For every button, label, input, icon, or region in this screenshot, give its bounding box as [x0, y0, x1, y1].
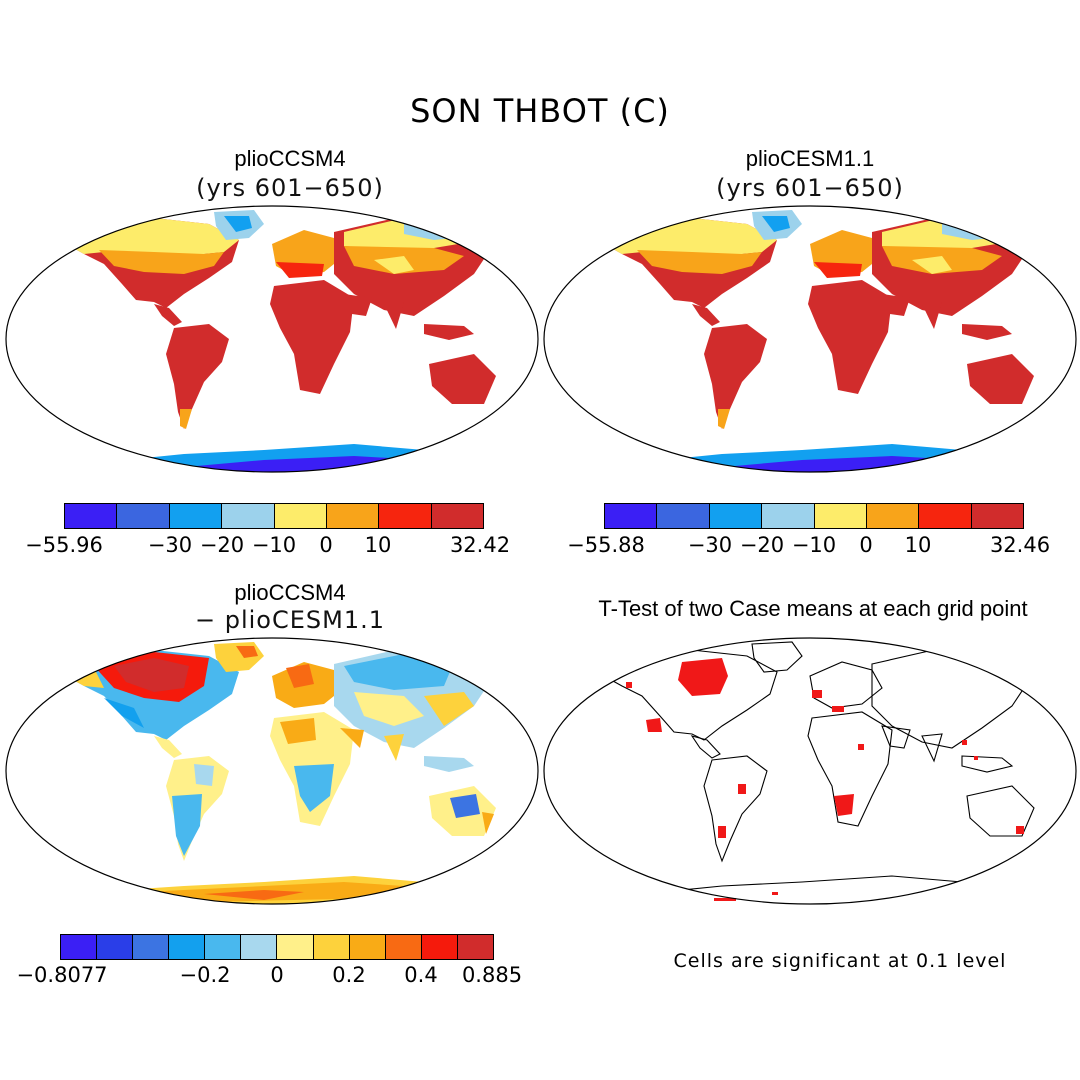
colorbar-diff-cell	[349, 935, 386, 959]
outline-africa	[807, 711, 893, 827]
colorbar-diff-cell	[457, 935, 493, 959]
colorbar-ccsm4-tick: −10	[251, 533, 297, 557]
colorbar-cesm11-cell	[762, 504, 815, 528]
panel-diff-subtitle: − plioCESM1.1	[194, 606, 386, 634]
significant-cells	[626, 658, 1024, 901]
land-africa	[270, 280, 354, 394]
map-diff	[4, 636, 540, 906]
colorbar-ccsm4-tick: −30	[147, 533, 193, 557]
land-central-america	[154, 304, 182, 326]
colorbar-diff-cell	[133, 935, 170, 959]
colorbar-cesm11-tick: 32.46	[989, 533, 1051, 557]
signif-europe	[812, 690, 822, 698]
outline-australia	[966, 785, 1035, 837]
signif-africa-n	[858, 744, 864, 750]
colorbar-ccsm4-tick: −20	[199, 533, 245, 557]
panel-ccsm4-title: plioCCSM4	[234, 146, 346, 171]
colorbar-ccsm4-cell	[117, 504, 170, 528]
map-ttest-svg	[543, 637, 1077, 905]
colorbar-cesm11-cell	[971, 504, 1023, 528]
colorbar-diff-tick: 0.4	[404, 963, 438, 987]
outline-greenland	[751, 641, 803, 673]
colorbar-ccsm4	[64, 503, 484, 529]
colorbar-cesm11-cell	[866, 504, 920, 528]
colorbar-ccsm4-cell	[65, 504, 118, 528]
land-australia	[429, 354, 496, 404]
land-north-america-north	[66, 218, 239, 256]
colorbar-ccsm4-cell	[274, 504, 327, 528]
map-diff-svg	[5, 637, 539, 905]
colorbar-diff-cell	[241, 935, 278, 959]
figure-title: SON THBOT (C)	[410, 92, 670, 130]
signif-argentina	[718, 826, 726, 838]
colorbar-cesm11-tick: −55.88	[567, 533, 645, 557]
land-canada-band	[99, 250, 224, 274]
outline-south-america	[703, 755, 768, 863]
land-south-america	[166, 324, 229, 429]
colorbar-diff-tick: 0.885	[461, 963, 523, 987]
colorbar-diff-cell	[277, 935, 314, 959]
signif-brazil	[738, 784, 746, 794]
colorbar-diff-cell	[205, 935, 242, 959]
panel-diff-title: plioCCSM4	[234, 580, 346, 605]
colorbar-cesm11-tick: 10	[904, 533, 932, 557]
colorbar-ccsm4-cell	[379, 504, 432, 528]
colorbar-diff-cell	[97, 935, 134, 959]
signif-africa-s	[834, 794, 854, 816]
signif-mexico	[646, 718, 662, 732]
outline-north-america	[602, 649, 778, 741]
colorbar-cesm11-cell	[919, 504, 972, 528]
colorbar-cesm11-tick: −10	[791, 533, 837, 557]
colorbar-ccsm4-tick: 0	[319, 533, 333, 557]
outline-asia	[871, 647, 1033, 749]
colorbar-ccsm4-tick: 32.42	[449, 533, 511, 557]
colorbar-cesm11	[604, 503, 1024, 529]
colorbar-ccsm4-tick: −55.96	[25, 533, 103, 557]
colorbar-ccsm4-cell	[431, 504, 483, 528]
map-ccsm4-svg	[5, 205, 539, 473]
colorbar-cesm11-cell	[814, 504, 867, 528]
colorbar-diff-cell	[421, 935, 458, 959]
colorbar-cesm11-tick: −20	[739, 533, 785, 557]
colorbar-ccsm4-tick: 10	[364, 533, 392, 557]
colorbar-ccsm4-cell	[326, 504, 380, 528]
colorbar-cesm11-tick: 0	[859, 533, 873, 557]
map-cesm11	[542, 204, 1078, 474]
colorbar-diff	[60, 934, 494, 960]
colorbar-ccsm4-cell	[169, 504, 223, 528]
panel-ccsm4-subtitle: (yrs 601−650)	[196, 174, 384, 202]
colorbar-diff-cell	[169, 935, 206, 959]
signif-med	[832, 706, 844, 712]
signif-antarctica	[714, 898, 736, 901]
colorbar-diff-cell	[385, 935, 422, 959]
colorbar-cesm11-cell	[709, 504, 763, 528]
colorbar-diff-tick: −0.2	[179, 963, 231, 987]
map-ccsm4	[4, 204, 540, 474]
colorbar-diff-tick: −0.8077	[16, 963, 108, 987]
signif-canada	[678, 658, 728, 696]
colorbar-ccsm4-cell	[222, 504, 275, 528]
colorbar-diff-tick: 0	[270, 963, 284, 987]
ttest-note: Cells are significant at 0.1 level	[673, 950, 1007, 972]
panel-cesm11-title: plioCESM1.1	[745, 146, 875, 171]
colorbar-cesm11-tick: −30	[687, 533, 733, 557]
outline-europe	[809, 661, 883, 709]
colorbar-diff-tick: 0.2	[332, 963, 366, 987]
map-ttest	[542, 636, 1078, 906]
colorbar-cesm11-cell	[605, 504, 658, 528]
panel-ttest-title: T-Test of two Case means at each grid po…	[598, 596, 1028, 621]
outline-central-america	[690, 735, 721, 759]
panel-cesm11-subtitle: (yrs 601−650)	[716, 174, 904, 202]
map-cesm11-svg	[543, 205, 1077, 473]
colorbar-diff-cell	[313, 935, 350, 959]
colorbar-diff-cell	[61, 935, 98, 959]
colorbar-cesm11-cell	[657, 504, 710, 528]
